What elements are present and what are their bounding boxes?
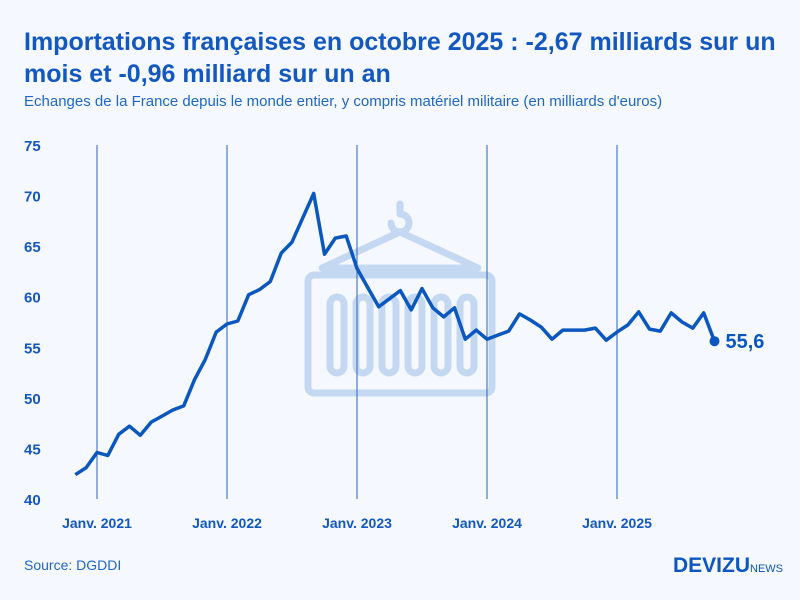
- logo-suffix: NEWS: [750, 563, 784, 575]
- y-tick-label: 50: [24, 391, 41, 408]
- chart-subtitle: Echanges de la France depuis le monde en…: [24, 93, 663, 110]
- y-tick-label: 40: [24, 492, 41, 509]
- last-point-marker: [709, 336, 720, 347]
- x-tick-label: Janv. 2025: [582, 515, 652, 531]
- logo-main: DEVIZU: [673, 554, 751, 577]
- x-tick-label: Janv. 2023: [322, 515, 392, 531]
- y-tick-label: 55: [24, 340, 41, 357]
- y-tick-label: 60: [24, 290, 41, 307]
- y-tick-label: 75: [24, 138, 41, 155]
- series-line: [74, 191, 717, 477]
- y-tick-label: 70: [24, 189, 41, 206]
- last-value-label: 55,6: [726, 331, 765, 353]
- y-tick-label: 65: [24, 239, 41, 256]
- x-tick-label: Janv. 2022: [192, 515, 262, 531]
- source-note: Source: DGDDI: [24, 557, 122, 573]
- y-tick-label: 45: [24, 441, 41, 458]
- x-tick-label: Janv. 2024: [452, 515, 522, 531]
- chart-title: Importations françaises en octobre 2025 …: [24, 28, 776, 88]
- shipping-container-icon: [304, 200, 496, 397]
- devizu-logo: DEVIZUNEWS: [673, 554, 783, 578]
- x-tick-label: Janv. 2021: [62, 515, 132, 531]
